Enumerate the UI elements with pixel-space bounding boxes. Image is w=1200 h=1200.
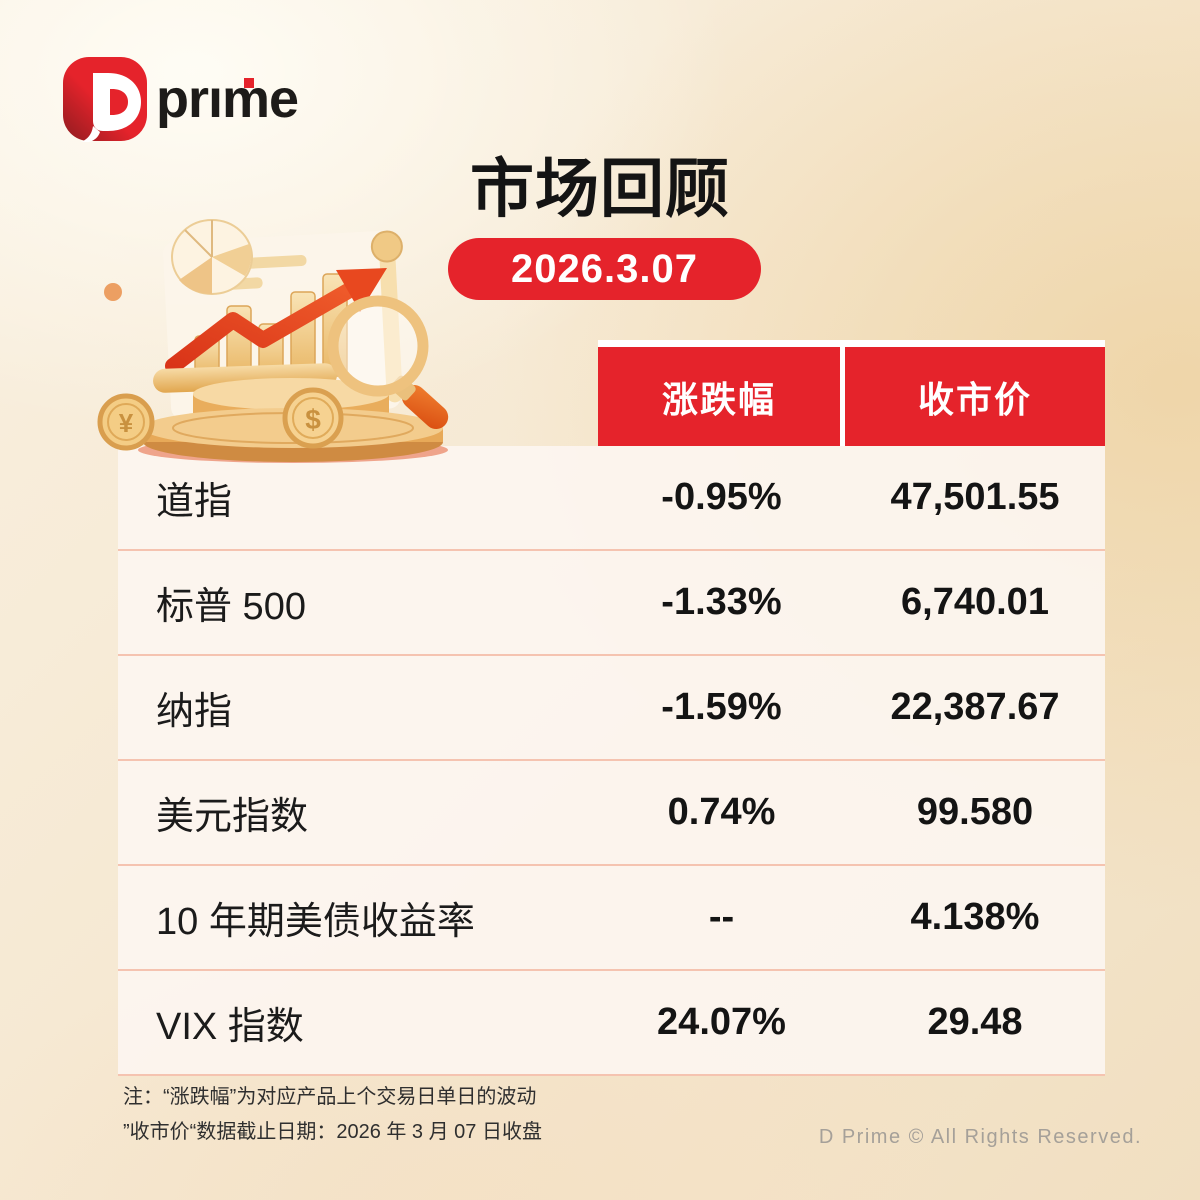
change-value: 24.07% xyxy=(657,1001,786,1043)
copyright-text: D Prime © All Rights Reserved. xyxy=(818,1126,1142,1148)
date-badge: 2026.3.07 xyxy=(448,238,761,300)
market-table: 涨跌幅 收市价 道指 -0.95% 47,501.55 标普 500 -1.33… xyxy=(118,340,1105,1076)
yuan-symbol: ¥ xyxy=(119,408,134,438)
close-value: 47,501.55 xyxy=(890,476,1060,518)
instrument-name: 标普 500 xyxy=(156,586,306,628)
instrument-name: 道指 xyxy=(156,481,233,523)
floating-dot xyxy=(104,283,122,301)
brand-logo-text: prıme xyxy=(156,56,299,142)
table-row: 道指 -0.95% 47,501.55 xyxy=(118,446,1105,549)
up-trend-arrow-icon xyxy=(165,268,387,374)
instrument-name: VIX 指数 xyxy=(156,1006,304,1048)
column-header-change: 涨跌幅 xyxy=(598,347,840,446)
change-value: -- xyxy=(708,896,735,938)
market-illustration: ¥ $ xyxy=(97,219,449,463)
close-value: 29.48 xyxy=(927,1001,1023,1043)
close-value: 4.138% xyxy=(910,896,1040,938)
close-value: 99.580 xyxy=(916,791,1034,833)
table-row: 标普 500 -1.33% 6,740.01 xyxy=(118,549,1105,654)
brand-logo-mark-icon xyxy=(63,57,147,142)
change-value: -1.33% xyxy=(661,581,782,623)
table-row: VIX 指数 24.07% 29.48 xyxy=(118,969,1105,1074)
footnotes: 注：“涨跌幅”为对应产品上个交易日单日的波动 ”收市价“数据截止日期：2026 … xyxy=(123,1080,542,1150)
logo-i-dot xyxy=(244,78,254,88)
logo-text-pre: pr xyxy=(156,69,209,129)
column-header-close: 收市价 xyxy=(845,347,1105,446)
footnote-line-2: ”收市价“数据截止日期：2026 年 3 月 07 日收盘 xyxy=(123,1121,542,1143)
table-row: 纳指 -1.59% 22,387.67 xyxy=(118,654,1105,759)
change-value: -0.95% xyxy=(661,476,782,518)
instrument-name: 美元指数 xyxy=(156,796,309,838)
dollar-symbol: $ xyxy=(305,404,321,435)
instrument-name: 纳指 xyxy=(156,691,233,733)
logo-text-i: ı xyxy=(208,69,223,129)
close-value: 22,387.67 xyxy=(890,686,1060,728)
table-row: 10 年期美债收益率 -- 4.138% xyxy=(118,864,1105,969)
brand-logo: prıme xyxy=(62,56,299,142)
dollar-coin-icon: $ xyxy=(282,387,344,449)
footnote-line-1: 注：“涨跌幅”为对应产品上个交易日单日的波动 xyxy=(123,1086,537,1108)
logo-text-post: me xyxy=(222,69,299,129)
change-value: -1.59% xyxy=(661,686,782,728)
change-value: 0.74% xyxy=(667,791,776,833)
magnifying-glass-icon xyxy=(327,295,449,430)
close-value: 6,740.01 xyxy=(901,581,1049,623)
pie-chart-icon xyxy=(171,219,253,295)
table-header: 涨跌幅 收市价 xyxy=(598,340,1105,446)
table-row: 美元指数 0.74% 99.580 xyxy=(118,759,1105,864)
instrument-name: 10 年期美债收益率 xyxy=(156,901,475,943)
yuan-coin-icon: ¥ xyxy=(97,393,155,451)
page-title: 市场回顾 xyxy=(470,153,730,225)
table-body: 道指 -0.95% 47,501.55 标普 500 -1.33% 6,740.… xyxy=(118,446,1105,1076)
